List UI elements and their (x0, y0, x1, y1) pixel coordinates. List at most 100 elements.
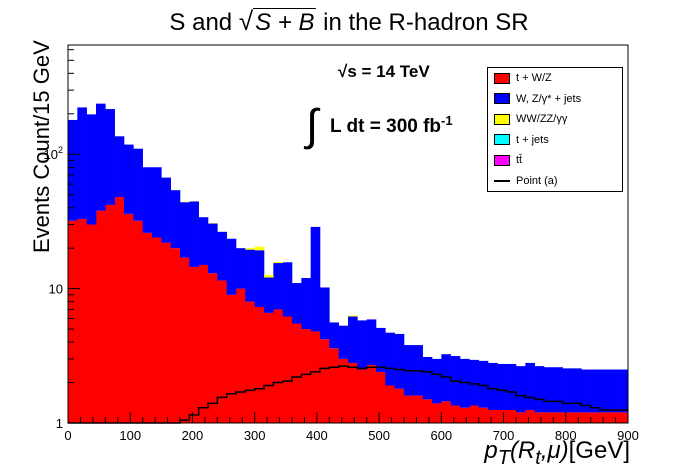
bar-w-z-jets (609, 369, 619, 413)
bar-w-z-jets (506, 363, 517, 410)
bar-t-w-z (320, 339, 330, 423)
bar-w-z-jets (488, 362, 498, 410)
bar-t-w-z (217, 280, 227, 423)
legend-swatch (494, 72, 510, 84)
bar-t-w-z (516, 412, 526, 423)
legend-item-twz: t + W/Z (488, 68, 622, 89)
bar-t-w-z (254, 306, 265, 423)
legend-label: WW/ZZ/γγ (516, 113, 568, 126)
x-tick-label: 100 (119, 428, 141, 443)
legend: t + W/Z W, Z/γ* + jets WW/ZZ/γγ t + jets… (487, 67, 623, 192)
x-tick-label: 400 (306, 428, 328, 443)
bar-t-w-z (394, 388, 405, 423)
bar-w-z-jets (338, 325, 349, 359)
bar-t-w-z (338, 358, 349, 423)
bar-t-w-z (450, 405, 461, 423)
legend-swatch (494, 154, 510, 166)
bar-t-w-z (273, 309, 283, 423)
bar-w-z-jets (189, 201, 199, 267)
bar-t-w-z (124, 213, 134, 423)
legend-swatch (494, 134, 510, 146)
legend-line (494, 179, 510, 182)
bar-t-w-z (208, 273, 218, 423)
bar-w-z-jets (572, 368, 582, 413)
bar-t-w-z (553, 412, 563, 423)
bar-w-z-jets (292, 283, 302, 324)
legend-label: t + jets (516, 133, 549, 146)
bar-w-z-jets (394, 333, 405, 389)
bar-w-z-jets (618, 369, 629, 413)
bar-w-z-jets (161, 177, 171, 243)
bar-w-z-jets (320, 287, 330, 340)
bar-t-w-z (376, 371, 386, 423)
y-tick-label: 10 (49, 282, 63, 297)
series-point-a-line (68, 365, 628, 424)
x-tick-label: 500 (368, 428, 390, 443)
bar-t-w-z (133, 220, 143, 423)
bar-t-w-z (329, 348, 339, 423)
legend-item-diboson: WW/ZZ/γγ (488, 109, 622, 130)
bar-w-z-jets (236, 248, 246, 289)
bar-w-z-jets (264, 277, 274, 313)
bar-w-z-jets (516, 366, 526, 413)
x-tick-label: 800 (555, 428, 577, 443)
legend-item-ttbar: tt̄ (488, 150, 622, 171)
legend-label: t + W/Z (516, 72, 552, 85)
x-tick-label: 700 (493, 428, 515, 443)
bar-w-z-jets (441, 354, 451, 402)
bar-w-z-jets (600, 369, 610, 413)
legend-label: Point (a) (516, 174, 558, 187)
bar-t-w-z (77, 218, 87, 423)
bar-w-z-jets (208, 223, 218, 274)
bar-w-z-jets (217, 231, 227, 281)
bar-t-w-z (142, 232, 153, 423)
bar-t-w-z (404, 395, 414, 423)
bar-w-z-jets (180, 202, 190, 258)
bar-w-z-jets (114, 136, 125, 198)
x-tick-label: 0 (64, 428, 71, 443)
bar-t-w-z (562, 412, 573, 423)
bar-t-w-z (236, 288, 246, 423)
bar-w-z-jets (245, 249, 255, 302)
bar-w-z-jets (133, 148, 143, 221)
bar-t-w-z (68, 220, 78, 423)
bar-t-w-z (198, 264, 209, 423)
bar-t-w-z (245, 301, 255, 423)
legend-swatch (494, 93, 510, 105)
bar-t-w-z (590, 412, 601, 423)
bar-t-w-z (525, 409, 535, 423)
bar-w-z-jets (105, 109, 115, 205)
bar-t-w-z (282, 316, 293, 423)
bar-t-w-z (161, 242, 171, 423)
bar-w-z-jets (142, 167, 153, 233)
bar-w-z-jets (86, 114, 97, 225)
bar-w-z-jets (198, 217, 209, 265)
bar-w-z-jets (534, 366, 545, 413)
bar-w-z-jets (525, 362, 535, 410)
bar-w-z-jets (310, 226, 321, 332)
bar-t-w-z (544, 412, 554, 423)
bar-t-w-z (600, 412, 610, 423)
legend-swatch (494, 113, 510, 125)
bar-w-z-jets (432, 358, 442, 404)
bar-w-z-jets (581, 369, 591, 413)
x-tick-label: 900 (617, 428, 639, 443)
plot-frame (67, 44, 629, 424)
bar-t-w-z (469, 405, 479, 423)
bar-t-w-z (506, 409, 517, 423)
bar-w-z-jets (226, 238, 237, 295)
bar-t-w-z (422, 399, 433, 423)
bar-t-w-z (105, 204, 115, 423)
bar-t-w-z (478, 407, 489, 423)
bar-t-w-z (180, 257, 190, 423)
bar-w-z-jets (497, 363, 507, 410)
bar-t-w-z (385, 385, 395, 423)
bar-t-w-z (366, 365, 377, 423)
x-tick-label: 200 (182, 428, 204, 443)
bar-w-z-jets (170, 190, 181, 249)
x-tick-label: 300 (244, 428, 266, 443)
bar-t-w-z (189, 266, 199, 423)
bar-w-z-jets (590, 369, 601, 413)
bar-w-z-jets (469, 359, 479, 406)
bar-w-z-jets (385, 332, 395, 386)
